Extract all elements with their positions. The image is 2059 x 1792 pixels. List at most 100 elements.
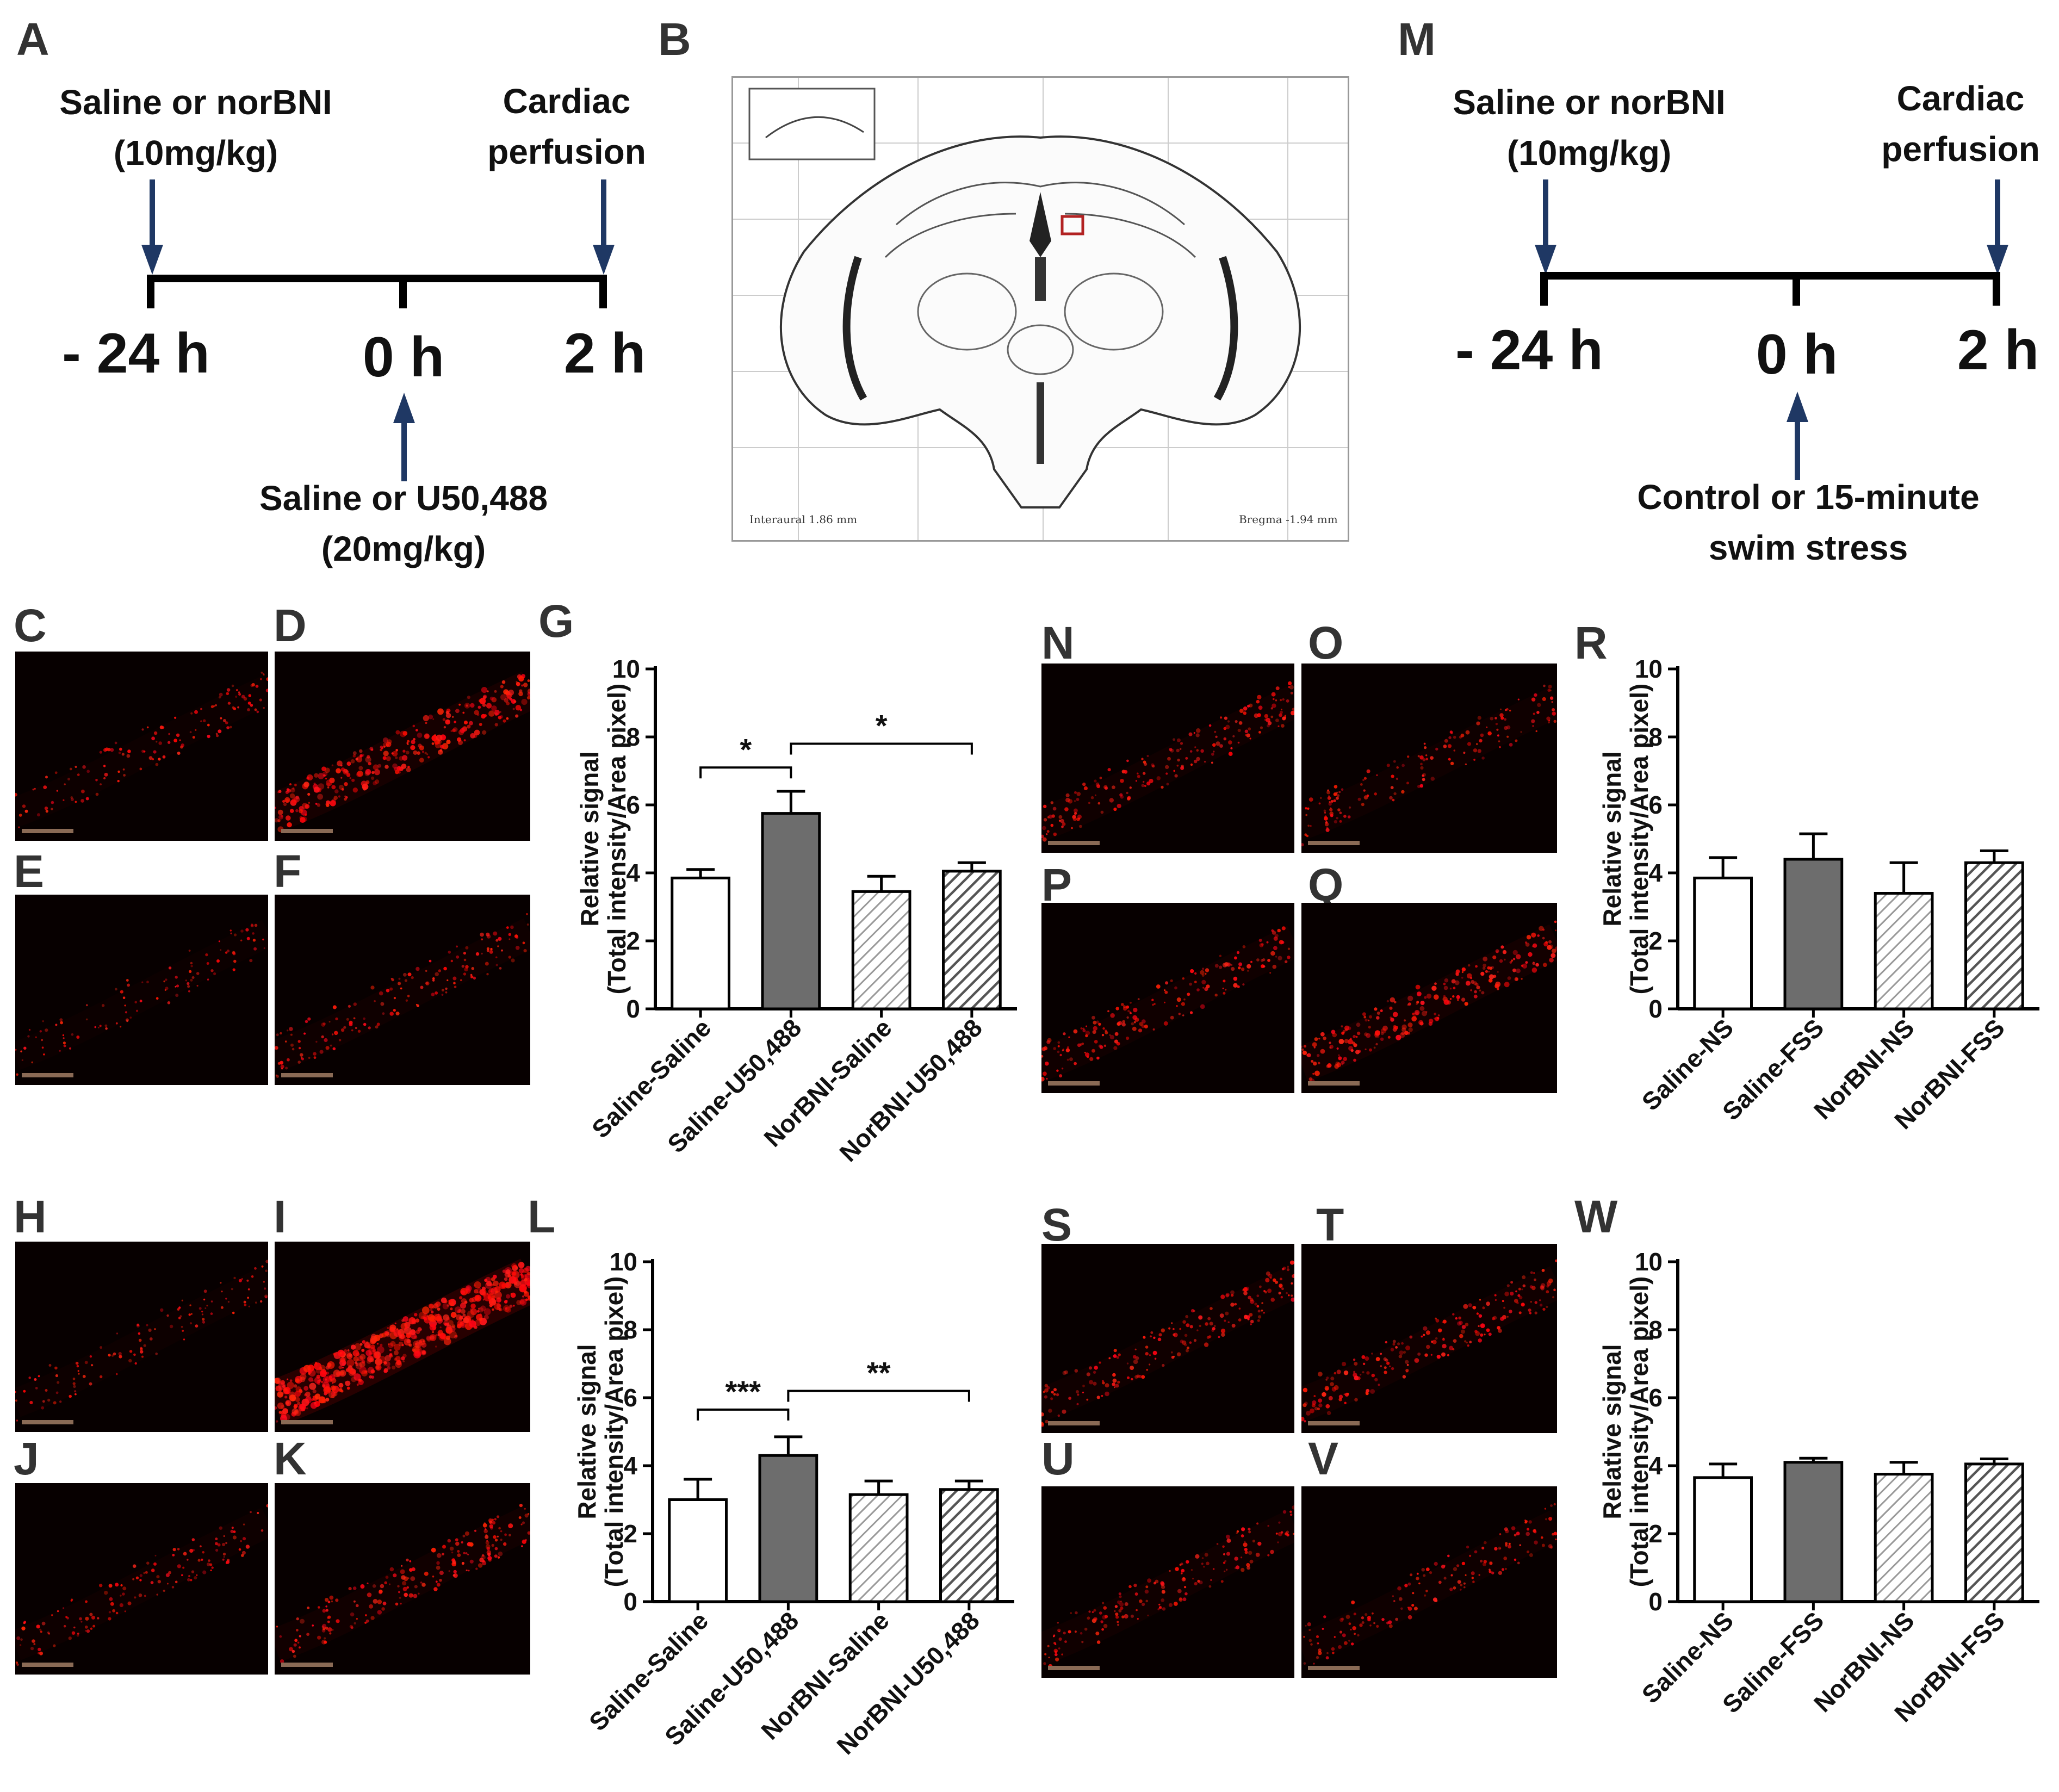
micrograph-cell	[506, 692, 512, 698]
scale-bar	[281, 1663, 333, 1667]
micrograph-cell	[1392, 1343, 1396, 1346]
micrograph-cell	[235, 689, 238, 691]
micrograph-cell	[238, 693, 241, 696]
micrograph-cell	[55, 1374, 58, 1378]
micrograph-cell	[307, 1607, 310, 1609]
micrograph-cell	[1494, 983, 1499, 989]
micrograph-cell	[146, 981, 149, 984]
micrograph-cell	[1535, 963, 1539, 967]
micrograph-cell	[15, 1661, 18, 1664]
micrograph-cell	[230, 929, 232, 932]
micrograph-cell	[1313, 1046, 1316, 1049]
micrograph-cell	[1480, 971, 1485, 976]
micrograph-cell	[1058, 1647, 1060, 1650]
micrograph-cell	[477, 1287, 481, 1291]
micrograph-cell	[443, 966, 447, 971]
scale-bar	[22, 829, 73, 833]
micrograph-cell	[315, 803, 318, 805]
micrograph-cell	[417, 1327, 422, 1332]
micrograph-cell	[386, 989, 390, 993]
micrograph-cell	[160, 1308, 164, 1312]
micrograph-cell	[481, 1554, 485, 1557]
micrograph-cell	[373, 1599, 378, 1604]
micrograph-cell	[300, 1619, 305, 1624]
micrograph-cell	[176, 984, 179, 988]
micrograph-cell	[23, 1390, 26, 1393]
micrograph-cell	[1145, 1599, 1148, 1603]
bar	[848, 1493, 909, 1603]
micrograph-cell	[1383, 1357, 1387, 1361]
micrograph-cell	[508, 1534, 511, 1537]
micrograph-cell	[1130, 1012, 1132, 1014]
micrograph-cell	[1304, 1420, 1306, 1423]
micrograph-cell	[317, 793, 323, 800]
micrograph-cell	[1082, 782, 1086, 786]
micrograph-cell	[421, 751, 425, 753]
micrograph-cell	[1441, 1352, 1446, 1357]
micrograph-cell	[1447, 744, 1452, 748]
micrograph-cell	[245, 1545, 250, 1549]
micrograph-cell	[1224, 716, 1227, 720]
micrograph-cell	[1235, 720, 1238, 723]
panel-letter-t: T	[1316, 1199, 1344, 1250]
micrograph-cell	[1539, 1304, 1543, 1307]
micrograph-cell	[407, 740, 410, 743]
micrograph-cell	[389, 1349, 392, 1351]
scale-bar	[1048, 841, 1100, 845]
micrograph-cell	[1213, 751, 1215, 753]
micrograph-cell	[1139, 1022, 1143, 1026]
micrograph-cell	[402, 1360, 405, 1362]
micrograph-cell	[1119, 793, 1123, 797]
micrograph-cell	[340, 1028, 345, 1032]
micrograph-cell	[1398, 1354, 1403, 1359]
micrograph-cell	[120, 990, 123, 994]
micrograph-cell	[1425, 1567, 1430, 1572]
micrograph-cell	[1473, 748, 1478, 753]
micrograph-cell	[187, 985, 190, 988]
micrograph-cell	[341, 788, 344, 791]
micrograph-cell	[1252, 1540, 1255, 1543]
scale-bar	[22, 1663, 73, 1667]
micrograph-cell	[364, 1621, 367, 1624]
micrograph-cell	[1079, 824, 1082, 828]
micrograph-cell	[1118, 1609, 1122, 1613]
micrograph-cell	[1205, 1322, 1208, 1326]
micrograph-cell	[1328, 802, 1332, 806]
micrograph-cell	[527, 1513, 530, 1515]
micrograph-cell	[262, 673, 265, 675]
micrograph-cell	[190, 712, 193, 715]
micrograph-cell	[32, 789, 34, 791]
micrograph-cell	[1161, 1328, 1165, 1332]
micrograph-cell	[1122, 1005, 1126, 1008]
micrograph-cell	[65, 1616, 68, 1619]
micrograph-cell	[1280, 710, 1283, 714]
micrograph-cell	[470, 1308, 477, 1316]
micrograph-cell	[1528, 952, 1533, 957]
micrograph-cell	[1226, 1538, 1231, 1543]
micrograph-cell	[455, 1541, 460, 1546]
micrograph-cell	[1248, 727, 1251, 731]
micrograph-cell	[382, 737, 388, 743]
micrograph-cell	[1272, 964, 1277, 969]
micrograph-cell	[1394, 1026, 1398, 1030]
micrograph-cell	[1074, 1062, 1077, 1065]
micrograph-cell	[387, 1366, 391, 1370]
micrograph-cell	[447, 1539, 451, 1543]
micrograph-cell	[439, 1326, 442, 1329]
micrograph-cell	[1488, 978, 1493, 983]
micrograph-cell	[1156, 776, 1161, 780]
micrograph-cell	[1158, 1603, 1161, 1606]
micrograph-cell	[380, 1002, 384, 1006]
micrograph-cell	[1146, 781, 1151, 786]
timeline-a-arrow-up-injection	[393, 393, 415, 481]
micrograph-cell	[1516, 954, 1521, 959]
micrograph-cell	[403, 972, 407, 977]
micrograph-cell	[423, 715, 429, 722]
micrograph-cell	[295, 1397, 300, 1402]
micrograph-cell	[1042, 826, 1046, 830]
micrograph-cell	[57, 1610, 59, 1613]
micrograph-cell	[1065, 797, 1070, 803]
micrograph-cell	[429, 1324, 437, 1331]
micrograph-cell	[252, 939, 256, 942]
micrograph-cell	[195, 1324, 199, 1328]
